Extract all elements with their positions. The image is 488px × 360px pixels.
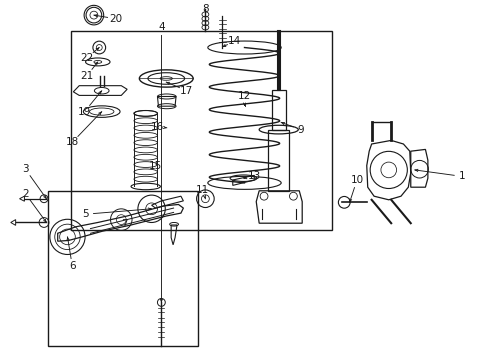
Text: 13: 13 <box>247 171 261 181</box>
Text: 20: 20 <box>109 14 122 24</box>
Text: 12: 12 <box>237 91 251 102</box>
Text: 5: 5 <box>82 209 89 219</box>
Text: 3: 3 <box>22 164 29 174</box>
Text: 19: 19 <box>78 107 91 117</box>
Text: 1: 1 <box>458 171 465 181</box>
Text: 15: 15 <box>148 161 162 171</box>
Text: 2: 2 <box>22 189 29 199</box>
Text: 8: 8 <box>202 4 208 14</box>
Text: 22: 22 <box>80 53 94 63</box>
Bar <box>48 191 198 346</box>
Text: 17: 17 <box>180 86 193 96</box>
Text: 7: 7 <box>121 219 128 229</box>
Text: 9: 9 <box>297 125 304 135</box>
Text: 16: 16 <box>150 122 164 132</box>
Text: 21: 21 <box>80 71 94 81</box>
Text: 10: 10 <box>350 175 363 185</box>
Text: 6: 6 <box>69 261 76 271</box>
Text: 14: 14 <box>227 36 241 46</box>
Text: 4: 4 <box>158 22 164 32</box>
Text: 18: 18 <box>65 137 79 147</box>
Text: 11: 11 <box>196 185 209 195</box>
Bar <box>71 31 331 230</box>
